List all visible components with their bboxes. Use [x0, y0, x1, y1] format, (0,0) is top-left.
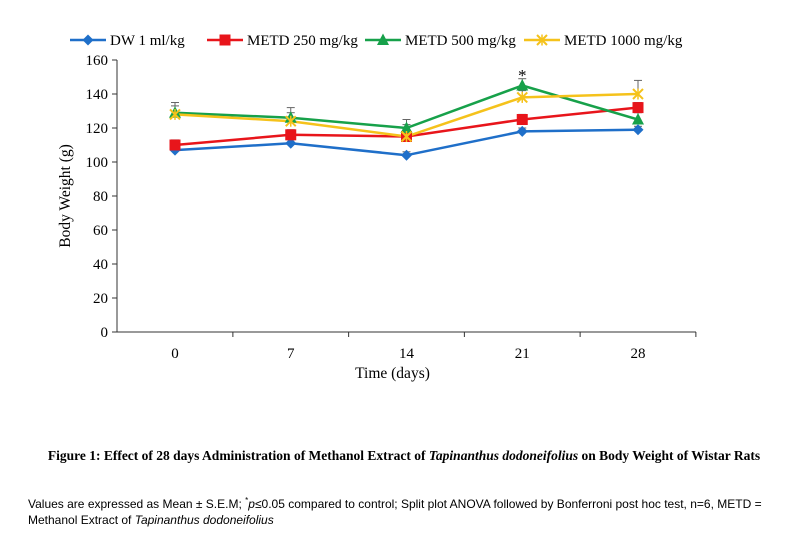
series-markers — [169, 79, 644, 161]
x-tick-label: 14 — [399, 346, 415, 362]
caption-suffix: on Body Weight of Wistar Rats — [578, 448, 761, 463]
y-tick-label: 120 — [86, 121, 109, 137]
y-tick-label: 40 — [93, 257, 108, 273]
legend: DW 1 ml/kg METD 250 mg/kg METD 500 mg/kg ME… — [70, 33, 683, 49]
x-tick-label: 21 — [515, 346, 530, 362]
annotations: * — [518, 66, 527, 85]
x-axis-label: Time (days) — [355, 365, 430, 382]
data-point — [632, 113, 644, 125]
legend-label: METD 500 mg/kg — [405, 33, 516, 49]
note-p: p — [248, 497, 255, 511]
data-point — [516, 114, 528, 125]
legend-marker — [377, 33, 389, 45]
y-tick-label: 80 — [93, 189, 108, 205]
data-point — [632, 88, 644, 100]
figure-note: Values are expressed as Mean ± S.E.M; *p… — [28, 496, 783, 528]
legend-label: METD 250 mg/kg — [247, 33, 358, 49]
x-tick-label: 0 — [171, 346, 179, 362]
data-point — [285, 115, 297, 127]
legend-marker — [536, 34, 548, 46]
y-tick-label: 160 — [86, 53, 109, 69]
line-chart: DW 1 ml/kg METD 250 mg/kg METD 500 mg/kg ME… — [57, 33, 697, 382]
y-tick-label: 0 — [101, 325, 109, 341]
legend-marker — [82, 34, 94, 46]
data-point — [169, 108, 181, 121]
x-tick-label: 7 — [287, 346, 295, 362]
data-point — [400, 130, 413, 143]
legend-label: DW 1 ml/kg — [110, 33, 185, 49]
data-point — [285, 137, 297, 149]
data-point — [516, 91, 528, 104]
chart-axes: 0 20 40 60 80 100 120 140 160 0 7 14 21 28 Time (days)… — [57, 53, 697, 382]
legend-marker — [219, 34, 231, 46]
y-tick-label: 20 — [93, 291, 108, 307]
data-point — [516, 79, 529, 91]
data-point — [632, 102, 644, 114]
caption-prefix: Figure 1: Effect of 28 days Administrati… — [47, 448, 429, 463]
note-part1: Values are expressed as Mean ± S.E.M; — [28, 497, 246, 511]
note-part2: ≤0.05 compared to control; Split plot AN… — [28, 497, 762, 527]
figure-caption: Figure 1: Effect of 28 days Administrati… — [28, 447, 780, 464]
y-tick-label: 100 — [86, 155, 109, 171]
caption-species: Tapinanthus dodoneifolius — [428, 448, 579, 463]
error-bars — [171, 78, 642, 156]
y-axis-label: Body Weight (g) — [57, 144, 74, 248]
data-point — [516, 125, 528, 137]
data-point — [169, 139, 181, 151]
data-point — [401, 149, 412, 161]
note-asterisk: * — [245, 496, 249, 505]
x-tick-label: 28 — [631, 346, 646, 362]
data-point — [400, 121, 413, 133]
data-point — [632, 124, 644, 136]
data-point — [285, 129, 297, 141]
legend-label: METD 1000 mg/kg — [564, 33, 683, 49]
y-tick-label: 60 — [93, 223, 108, 239]
y-tick-label: 140 — [86, 87, 109, 103]
note-species: Tapinanthus dodoneifolius — [134, 513, 274, 527]
significance-marker: * — [518, 66, 527, 85]
